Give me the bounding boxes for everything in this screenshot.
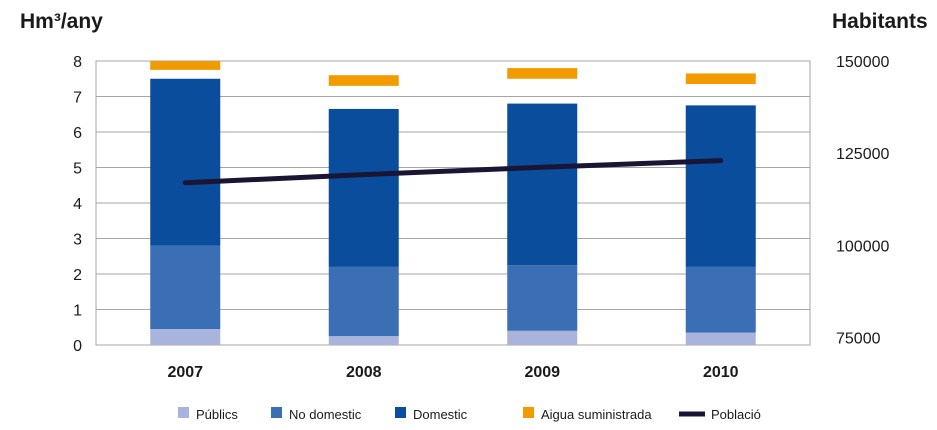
line-poblacio xyxy=(182,158,724,186)
y-tick-label: 3 xyxy=(73,232,82,249)
bar-no-domestic xyxy=(150,245,221,330)
x-tick-label: 2010 xyxy=(703,364,739,381)
legend-swatch xyxy=(178,407,189,418)
legend-swatch xyxy=(271,407,282,418)
legend-label: Domestic xyxy=(413,407,468,422)
legend-swatch xyxy=(395,407,406,418)
bar-domestic xyxy=(328,108,399,267)
y-tick-label: 6 xyxy=(73,125,82,142)
y-tick-label: 4 xyxy=(73,196,82,213)
x-tick-label: 2007 xyxy=(167,364,203,381)
x-tick-label: 2008 xyxy=(346,364,382,381)
legend-label: Aigua suministrada xyxy=(541,407,652,422)
legend-label: Població xyxy=(711,407,761,422)
legend: Públics No domestic Domestic Aigua suminist… xyxy=(178,407,761,422)
y-tick-label: 5 xyxy=(73,161,82,178)
bar-domestic xyxy=(685,105,756,267)
y-tick-label: 2 xyxy=(73,267,82,284)
y2-tick-label: 75000 xyxy=(836,331,881,348)
bar-aigua-suministrada xyxy=(507,68,578,79)
y-axis-left-title: Hm³/any xyxy=(20,10,103,33)
x-tick-label: 2009 xyxy=(524,364,560,381)
bar-aigua-suministrada xyxy=(150,61,221,70)
y2-tick-label: 125000 xyxy=(836,146,889,163)
y-tick-label: 0 xyxy=(73,338,82,355)
bar-aigua-suministrada xyxy=(328,75,399,86)
y2-tick-label: 100000 xyxy=(836,238,889,255)
bar-domestic xyxy=(507,103,578,266)
plot-area: 0 1 2 3 4 5 6 7 8 75000 100000 125000 150000 2007 2008… xyxy=(73,54,889,381)
bar-aigua-suministrada xyxy=(685,73,756,85)
bar-pblics xyxy=(685,332,756,345)
y2-tick-label: 150000 xyxy=(836,54,889,71)
y-axis-right-title: Habitants xyxy=(832,10,928,33)
y-tick-label: 8 xyxy=(73,54,82,71)
bar-no-domestic xyxy=(685,266,756,333)
plot-frame xyxy=(95,60,811,346)
y-tick-label: 7 xyxy=(73,90,82,107)
bar-domestic xyxy=(150,78,221,246)
legend-swatch xyxy=(523,407,534,418)
bar-pblics xyxy=(150,329,221,345)
bar-no-domestic xyxy=(507,265,578,331)
bar-no-domestic xyxy=(328,266,399,337)
legend-label: No domestic xyxy=(289,407,362,422)
legend-label: Públics xyxy=(196,407,238,422)
bar-pblics xyxy=(507,330,578,345)
bar-pblics xyxy=(328,336,399,345)
y-tick-label: 1 xyxy=(73,303,82,320)
